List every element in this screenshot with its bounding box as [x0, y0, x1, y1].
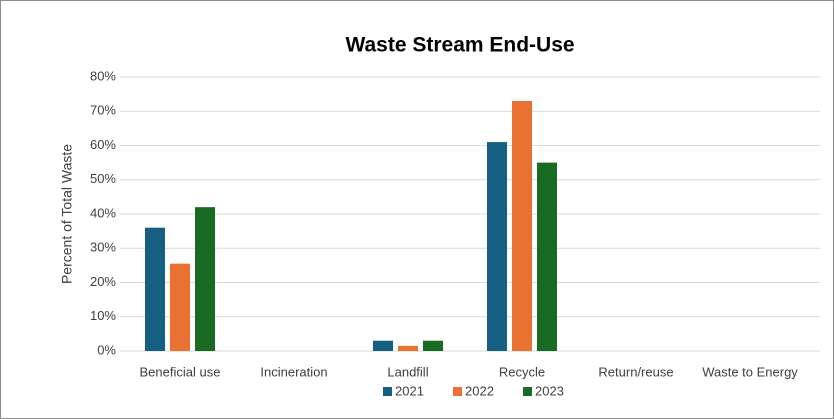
x-tick-label: Beneficial use — [140, 364, 221, 379]
bar — [398, 345, 418, 351]
legend-swatch — [523, 387, 532, 396]
y-tick-label: 20% — [90, 274, 116, 289]
y-tick-label: 80% — [90, 68, 116, 83]
bar — [170, 263, 190, 351]
bar — [512, 100, 532, 351]
chart-title: Waste Stream End-Use — [345, 34, 574, 57]
legend-label: 2021 — [395, 383, 424, 398]
bar — [487, 142, 507, 351]
bar — [145, 227, 165, 351]
x-tick-label: Return/reuse — [598, 364, 673, 379]
y-tick-label: 30% — [90, 240, 116, 255]
x-tick-label: Landfill — [387, 364, 428, 379]
y-tick-label: 10% — [90, 308, 116, 323]
bar — [195, 207, 215, 351]
y-tick-label: 60% — [90, 137, 116, 152]
y-tick-label: 0% — [97, 342, 116, 357]
legend-swatch — [453, 387, 462, 396]
y-tick-label: 40% — [90, 205, 116, 220]
legend-swatch — [383, 387, 392, 396]
legend-label: 2023 — [535, 383, 564, 398]
y-tick-label: 70% — [90, 103, 116, 118]
bar — [423, 340, 443, 351]
x-tick-label: Waste to Energy — [702, 364, 798, 379]
y-axis-title: Percent of Total Waste — [59, 144, 75, 284]
bar — [537, 162, 557, 351]
x-tick-label: Incineration — [260, 364, 327, 379]
legend-label: 2022 — [465, 383, 494, 398]
y-tick-label: 50% — [90, 171, 116, 186]
x-tick-label: Recycle — [499, 364, 545, 379]
bar — [373, 340, 393, 351]
